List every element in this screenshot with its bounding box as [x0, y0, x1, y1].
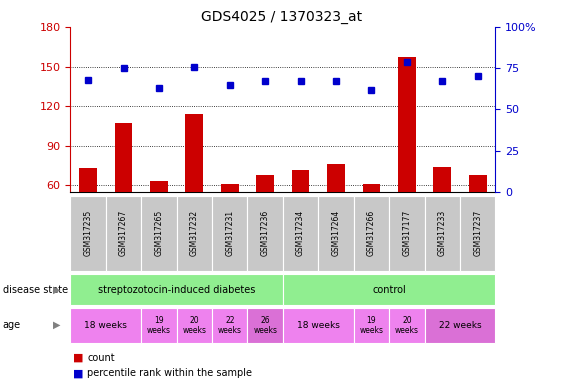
Text: count: count [87, 353, 115, 363]
Text: 22 weeks: 22 weeks [439, 321, 481, 330]
Text: percentile rank within the sample: percentile rank within the sample [87, 368, 252, 378]
Text: GSM317234: GSM317234 [296, 210, 305, 257]
Text: 19
weeks: 19 weeks [147, 316, 171, 335]
Text: ■: ■ [73, 353, 84, 363]
Text: 26
weeks: 26 weeks [253, 316, 277, 335]
Bar [79, 168, 97, 265]
Bar [327, 164, 345, 265]
Text: ▶: ▶ [52, 320, 60, 330]
Bar [221, 184, 239, 265]
Text: GSM317232: GSM317232 [190, 210, 199, 257]
Text: GSM317265: GSM317265 [154, 210, 163, 257]
Text: GSM317236: GSM317236 [261, 210, 270, 257]
Text: 22
weeks: 22 weeks [218, 316, 242, 335]
Text: age: age [3, 320, 21, 330]
Text: ▶: ▶ [52, 285, 60, 295]
Text: GSM317267: GSM317267 [119, 210, 128, 257]
Text: GDS4025 / 1370323_at: GDS4025 / 1370323_at [201, 10, 362, 23]
Bar [292, 170, 310, 265]
Text: GSM317235: GSM317235 [83, 210, 92, 257]
Bar [256, 175, 274, 265]
Bar [434, 167, 451, 265]
Text: 20
weeks: 20 weeks [395, 316, 419, 335]
Text: disease state: disease state [3, 285, 68, 295]
Bar [150, 181, 168, 265]
Text: 19
weeks: 19 weeks [359, 316, 383, 335]
Text: GSM317266: GSM317266 [367, 210, 376, 257]
Text: control: control [372, 285, 406, 295]
Text: 18 weeks: 18 weeks [297, 321, 339, 330]
Text: GSM317264: GSM317264 [332, 210, 341, 257]
Text: GSM317231: GSM317231 [225, 210, 234, 257]
Text: streptozotocin-induced diabetes: streptozotocin-induced diabetes [98, 285, 256, 295]
Text: ■: ■ [73, 368, 84, 378]
Bar [185, 114, 203, 265]
Text: 18 weeks: 18 weeks [84, 321, 127, 330]
Text: 20
weeks: 20 weeks [182, 316, 207, 335]
Bar [469, 175, 486, 265]
Bar [115, 123, 132, 265]
Text: GSM317177: GSM317177 [403, 210, 412, 257]
Text: GSM317237: GSM317237 [473, 210, 482, 257]
Text: GSM317233: GSM317233 [438, 210, 447, 257]
Bar [363, 184, 381, 265]
Bar [398, 57, 415, 265]
